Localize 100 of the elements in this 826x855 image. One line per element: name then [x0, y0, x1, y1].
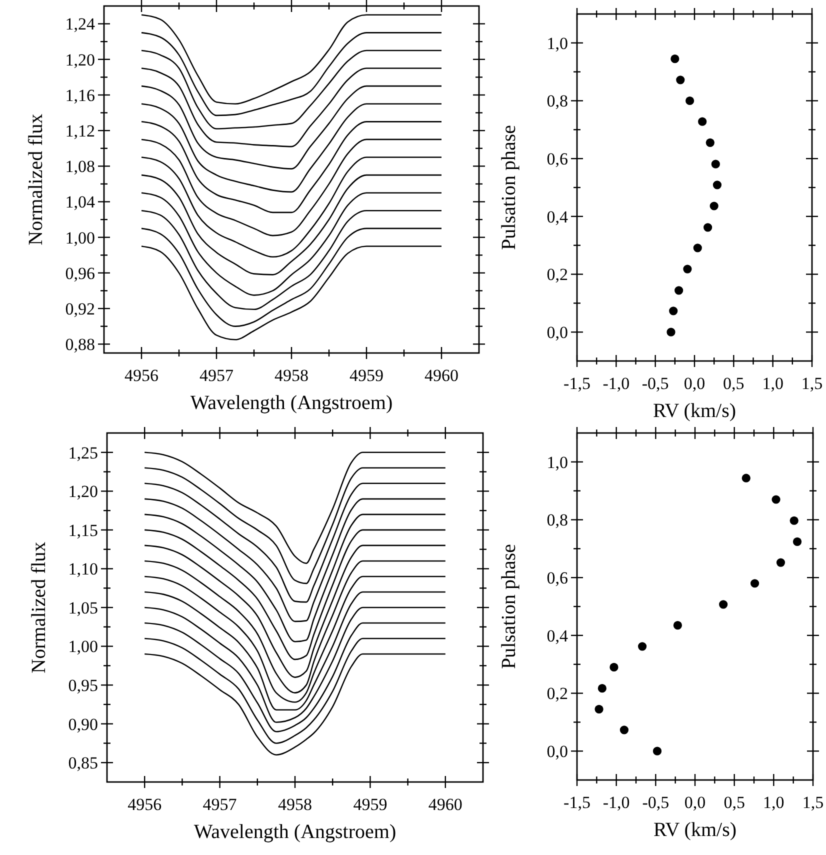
y-axis-title: Pulsation phase — [498, 124, 520, 250]
x-tick-label: 0,5 — [723, 374, 744, 393]
point — [742, 474, 750, 482]
line-series — [140, 174, 442, 276]
x-tick-label: 4960 — [428, 795, 462, 814]
x-tick-label: 4958 — [278, 795, 312, 814]
line-series — [140, 246, 442, 340]
x-tick-label: 1,0 — [763, 793, 784, 812]
y-tick-label: 1,05 — [68, 598, 98, 618]
x-axis-title: RV (km/s) — [653, 819, 737, 841]
y-tick-label: 0,90 — [68, 714, 98, 734]
x-tick-label: 1,5 — [802, 793, 824, 812]
y-tick-label: 0,4 — [546, 626, 568, 646]
point — [610, 662, 618, 672]
point — [676, 76, 685, 84]
line-series — [144, 482, 446, 603]
line-series — [144, 498, 446, 622]
x-tick-label: 0,5 — [724, 793, 745, 812]
y-tick-label: 0,96 — [65, 264, 95, 283]
x-tick-label: 1,5 — [801, 374, 823, 393]
y-tick-label: 0,88 — [65, 335, 95, 354]
point — [698, 117, 707, 126]
x-tick-label: 4956 — [128, 795, 162, 814]
x-tick-label: 4958 — [274, 366, 308, 385]
point — [710, 202, 718, 210]
line-series — [144, 514, 446, 642]
y-tick-label: 1,08 — [65, 157, 95, 176]
y-tick-label: 1,00 — [68, 637, 98, 656]
x-tick-label: 4960 — [424, 366, 458, 385]
line-series — [144, 529, 446, 660]
y-tick-label: 0,85 — [68, 754, 98, 773]
line-series — [140, 85, 442, 170]
point — [750, 579, 760, 588]
line-series — [140, 121, 442, 214]
x-tick-label: 4957 — [200, 366, 234, 385]
y-tick-label: 1,04 — [65, 192, 96, 212]
x-tick-label: -1,0 — [602, 374, 630, 393]
x-tick-label: -1,5 — [564, 374, 590, 393]
x-axis-title: RV (km/s) — [652, 400, 736, 422]
point — [719, 600, 728, 609]
y-axis-title: Normalized flux — [28, 542, 50, 674]
point — [670, 54, 680, 64]
point — [652, 746, 662, 756]
point — [790, 516, 798, 525]
line-series — [144, 591, 446, 711]
point — [666, 328, 676, 336]
y-tick-label: 0,92 — [65, 299, 95, 318]
x-axis-title: Wavelength (Angstroem) — [190, 392, 393, 414]
y-tick-label: 0,95 — [68, 676, 98, 696]
y-tick-label: 0,6 — [546, 150, 568, 169]
point — [598, 684, 606, 693]
y-axis-title: Pulsation phase — [498, 544, 520, 669]
line-series — [140, 156, 442, 258]
y-tick-label: 1,00 — [65, 228, 95, 248]
y-tick-label: 1,16 — [65, 86, 95, 105]
y-tick-label: 1,0 — [546, 452, 568, 472]
line-series — [144, 638, 446, 744]
point — [683, 264, 692, 274]
point — [620, 726, 628, 734]
point — [792, 537, 802, 546]
x-tick-label: -0,5 — [642, 374, 669, 393]
point — [712, 180, 722, 190]
line-series — [144, 653, 446, 756]
point — [772, 495, 780, 504]
point — [711, 160, 720, 168]
y-tick-label: 1,10 — [68, 560, 98, 579]
point — [673, 620, 682, 630]
point — [706, 138, 714, 147]
x-tick-label: 4959 — [350, 366, 384, 385]
y-tick-label: 1,20 — [65, 50, 95, 70]
y-axis-title: Normalized flux — [25, 114, 47, 246]
y-tick-label: 0,8 — [546, 510, 568, 530]
y-tick-label: 0,8 — [546, 92, 568, 111]
x-tick-label: 0,0 — [684, 793, 706, 812]
x-tick-label: -1,0 — [602, 793, 630, 812]
point — [776, 558, 786, 567]
y-tick-label: 1,20 — [68, 482, 98, 502]
line-series — [144, 622, 446, 732]
y-tick-label: 0,0 — [546, 323, 568, 342]
x-tick-label: 4957 — [202, 795, 238, 814]
x-tick-label: 0,0 — [684, 374, 706, 393]
point — [693, 244, 702, 252]
line-series — [144, 544, 446, 678]
point — [638, 642, 647, 651]
line-series — [144, 606, 446, 723]
point — [674, 286, 684, 295]
y-tick-label: 0,4 — [546, 207, 568, 226]
y-tick-label: 1,0 — [546, 34, 568, 53]
line-series — [140, 103, 442, 193]
y-tick-label: 0,6 — [546, 568, 568, 588]
x-axis-title: Wavelength (Angstroem) — [194, 821, 396, 843]
y-tick-label: 1,25 — [68, 443, 98, 462]
y-tick-label: 0,2 — [546, 684, 568, 704]
point — [686, 96, 694, 106]
x-tick-label: 4959 — [353, 795, 388, 814]
line-series — [140, 68, 442, 148]
y-tick-label: 0,0 — [546, 742, 568, 762]
y-tick-label: 0,2 — [546, 265, 568, 284]
line-series — [140, 192, 442, 296]
y-tick-label: 1,24 — [65, 14, 96, 34]
